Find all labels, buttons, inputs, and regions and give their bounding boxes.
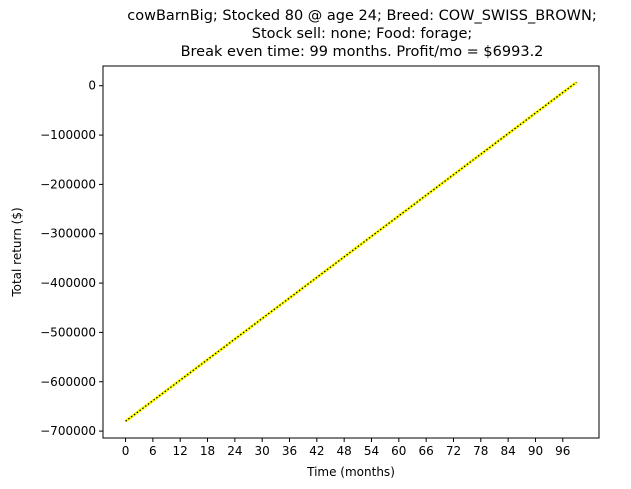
x-tick-label: 96	[555, 444, 570, 458]
x-axis-ticks: 0 6 12 18 24 30 36 42 48 54 60 66 72 78 84 90 96	[122, 438, 570, 458]
y-tick-label: −400000	[40, 276, 96, 290]
x-tick-label: 6	[149, 444, 157, 458]
y-tick-label: −700000	[40, 424, 96, 438]
x-tick-label: 30	[255, 444, 270, 458]
series-line-overlay-0	[125, 81, 577, 422]
x-tick-label: 90	[528, 444, 543, 458]
y-tick-label: 0	[88, 79, 96, 93]
title-line-2: Stock sell: none; Food: forage;	[252, 26, 473, 42]
x-tick-label: 78	[473, 444, 488, 458]
x-tick-label: 18	[200, 444, 215, 458]
y-tick-label: −600000	[40, 375, 96, 389]
x-tick-label: 12	[173, 444, 188, 458]
title-line-1: cowBarnBig; Stocked 80 @ age 24; Breed: …	[127, 8, 596, 24]
y-tick-label: −300000	[40, 227, 96, 241]
y-tick-label: −200000	[40, 177, 96, 191]
x-tick-label: 0	[122, 444, 130, 458]
x-tick-label: 36	[282, 444, 297, 458]
x-tick-label: 60	[391, 444, 406, 458]
x-axis-label: Time (months)	[306, 465, 395, 479]
plot-frame	[102, 65, 600, 439]
x-tick-label: 84	[500, 444, 515, 458]
x-tick-label: 72	[446, 444, 461, 458]
title-line-3: Break even time: 99 months. Profit/mo = …	[181, 44, 544, 60]
x-tick-label: 66	[419, 444, 434, 458]
x-tick-label: 48	[337, 444, 352, 458]
y-axis-label: Total return ($)	[10, 207, 24, 297]
x-tick-label: 42	[309, 444, 324, 458]
chart-title: cowBarnBig; Stocked 80 @ age 24; Breed: …	[127, 8, 596, 60]
y-axis-ticks: 0 −100000 −200000 −300000 −400000 −500000 −600…	[40, 79, 103, 438]
plot-area	[124, 81, 578, 423]
x-tick-label: 24	[227, 444, 242, 458]
y-tick-label: −100000	[40, 128, 96, 142]
x-tick-label: 54	[364, 444, 379, 458]
y-tick-label: −500000	[40, 325, 96, 339]
